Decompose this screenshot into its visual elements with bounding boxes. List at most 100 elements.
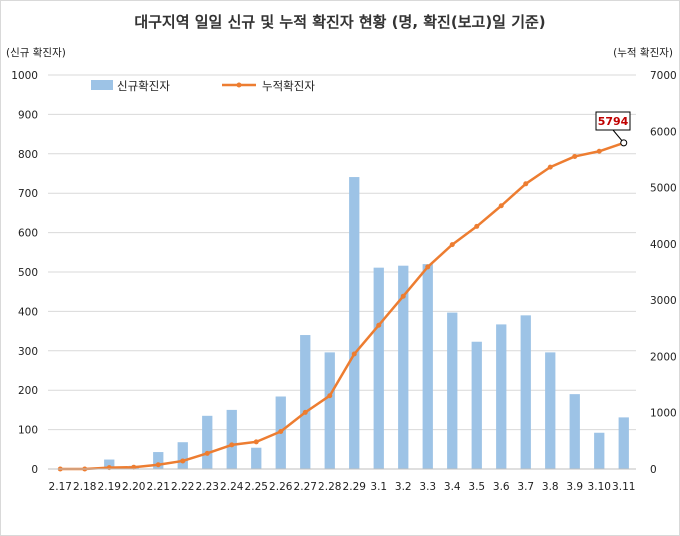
line-point [131,464,137,470]
bar [251,447,262,469]
y-right-tick-label: 2000 [650,351,677,363]
bar [300,335,311,469]
x-tick-label: 3.8 [542,481,559,493]
x-tick-label: 2.17 [49,481,72,493]
callout-label: 5794 [598,115,629,128]
y-right-tick-label: 0 [650,464,657,476]
y-left-tick-label: 900 [18,109,38,121]
bar [471,341,482,469]
line-point [180,458,186,464]
callout-point [620,139,628,147]
y-left-tick-label: 600 [18,228,38,240]
bar [422,264,433,469]
y-right-tick-label: 4000 [650,239,677,251]
bar [594,432,605,469]
chart-title: 대구지역 일일 신규 및 누적 확진자 현황 (명, 확진(보고)일 기준) [134,13,545,31]
x-tick-label: 3.5 [468,481,485,493]
line-point [449,242,455,248]
value-callout: 5794 [595,111,631,147]
cumulative-line [60,141,625,471]
line-point [302,409,308,415]
bar [153,452,164,469]
bar [545,352,556,469]
bar [496,324,507,469]
legend: 신규확진자 누적확진자 [91,79,315,93]
bar [202,415,213,469]
y-left-tick-label: 0 [31,464,38,476]
bar [104,459,115,469]
bar [569,394,580,469]
x-tick-label: 2.23 [196,481,219,493]
line-point [278,429,284,435]
bar [226,409,237,469]
line-point [204,450,210,456]
y-left-tick-label: 800 [18,149,38,161]
legend-swatch-marker [236,82,242,88]
line-point [572,153,578,159]
legend-label-line: 누적확진자 [262,79,315,93]
x-tick-label: 2.28 [318,481,341,493]
x-tick-label: 3.4 [444,481,461,493]
y-left-tick-label: 400 [18,306,38,318]
bar [447,312,458,469]
x-tick-label: 2.29 [343,481,366,493]
axes: 0 100 200 300 400 500 600 700 800 900 1000 0 1000 200… [11,70,676,493]
x-tick-label: 2.25 [245,481,268,493]
x-tick-label: 2.20 [122,481,145,493]
x-tick-label: 3.7 [517,481,534,493]
line-point [474,223,480,229]
x-tick-label: 3.1 [370,481,387,493]
bar [349,177,360,469]
line-point [327,393,333,399]
bar-series [104,177,629,469]
legend-swatch-bars [91,80,113,90]
legend-label-bars: 신규확진자 [117,79,170,93]
x-tick-label: 2.19 [98,481,121,493]
y-left-tick-label: 500 [18,267,38,279]
x-tick-label: 3.3 [419,481,436,493]
bar [177,442,188,469]
line-point [596,148,602,154]
y-right-tick-label: 3000 [650,295,677,307]
bar [373,267,384,469]
x-tick-label: 3.2 [395,481,412,493]
y-left-tick-label: 300 [18,346,38,358]
y-left-tick-label: 200 [18,385,38,397]
x-tick-label: 2.21 [147,481,170,493]
left-axis-title: (신규 확진자) [6,46,66,59]
bar [520,315,531,469]
x-tick-label: 2.18 [73,481,96,493]
y-right-tick-label: 6000 [650,126,677,138]
x-tick-label: 2.26 [269,481,293,493]
x-tick-label: 2.27 [294,481,317,493]
x-tick-label: 3.10 [588,481,611,493]
y-right-tick-label: 7000 [650,70,677,82]
x-tick-label: 2.22 [171,481,194,493]
line-point [425,264,431,270]
y-right-tick-label: 5000 [650,183,677,195]
line-point [351,351,357,357]
x-tick-label: 3.11 [612,481,635,493]
x-tick-label: 3.6 [493,481,510,493]
bar [618,417,629,469]
bar [398,265,409,469]
line-point [400,293,406,299]
y-left-tick-label: 100 [18,425,38,437]
x-tick-label: 3.9 [566,481,583,493]
y-left-tick-label: 700 [18,188,38,200]
line-point [155,462,161,468]
y-left-tick-label: 1000 [11,70,38,82]
x-tick-label: 2.24 [220,481,244,493]
line-point [376,322,382,328]
y-right-tick-label: 1000 [650,408,677,420]
line-point [547,164,553,170]
line-point [523,181,529,187]
line-point [253,439,259,445]
bar [324,352,335,469]
line-series [57,140,627,472]
line-point [229,442,235,448]
line-point [498,203,504,209]
